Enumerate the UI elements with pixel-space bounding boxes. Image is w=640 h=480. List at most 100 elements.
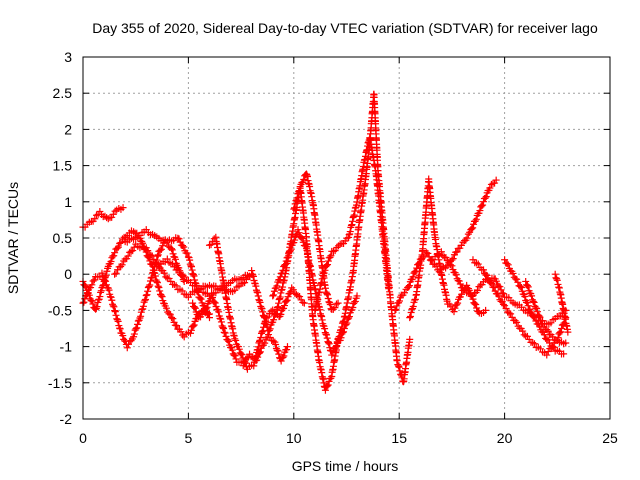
x-tick-label: 15: [391, 430, 407, 446]
data-point: [286, 247, 294, 255]
data-point: [111, 207, 119, 215]
data-point: [266, 325, 274, 333]
x-axis-label: GPS time / hours: [292, 458, 399, 474]
data-point: [154, 282, 162, 290]
data-point: [274, 347, 282, 355]
data-point: [502, 304, 510, 312]
data-point: [548, 342, 556, 350]
data-point: [492, 277, 500, 285]
data-point: [258, 305, 266, 313]
data-point: [157, 245, 165, 253]
data-point: [150, 255, 158, 263]
data-point: [446, 261, 454, 269]
data-point: [280, 352, 288, 360]
data-point: [291, 204, 299, 212]
data-point: [471, 300, 479, 308]
data-point: [553, 275, 561, 283]
data-point: [498, 289, 506, 297]
data-point: [188, 263, 195, 271]
data-point: [188, 266, 196, 274]
data-point: [165, 259, 173, 267]
data-point: [327, 374, 335, 382]
data-point: [340, 317, 348, 325]
data-point: [137, 312, 145, 320]
data-point: [293, 194, 301, 202]
data-point: [294, 292, 302, 300]
data-point: [175, 235, 183, 243]
data-point: [211, 299, 219, 307]
data-point: [543, 351, 551, 359]
data-point: [110, 252, 118, 260]
data-point: [516, 282, 524, 290]
y-tick-label: -1: [60, 339, 73, 355]
series-sat-o: [406, 175, 490, 322]
data-point: [449, 255, 457, 263]
data-point: [544, 348, 552, 356]
data-point: [487, 279, 495, 287]
data-point: [163, 255, 171, 263]
data-point: [272, 310, 280, 318]
data-point: [166, 310, 174, 318]
data-point: [349, 303, 357, 311]
data-point: [139, 239, 147, 247]
data-point: [187, 326, 195, 334]
data-point: [487, 180, 495, 188]
data-point: [124, 252, 132, 260]
data-point: [472, 301, 480, 309]
data-point: [97, 288, 105, 296]
data-point: [191, 304, 199, 312]
data-point: [271, 310, 279, 318]
data-point: [437, 248, 445, 256]
data-point: [282, 297, 290, 305]
data-point: [530, 340, 538, 348]
data-point: [513, 275, 521, 283]
data-point: [231, 352, 239, 360]
data-point: [139, 302, 147, 310]
data-point: [411, 296, 419, 304]
data-point: [259, 308, 267, 316]
data-point: [558, 324, 566, 332]
data-point: [190, 272, 198, 280]
data-point: [509, 269, 517, 277]
data-point: [113, 244, 121, 252]
data-point: [409, 303, 417, 311]
data-point: [333, 338, 341, 346]
data-point: [248, 267, 256, 275]
data-point: [242, 359, 250, 367]
data-point: [468, 225, 476, 233]
data-point: [529, 339, 537, 347]
data-point: [148, 273, 156, 281]
data-point: [202, 305, 210, 313]
data-point: [89, 277, 97, 285]
data-point: [463, 234, 471, 242]
data-point: [396, 367, 404, 375]
data-point: [527, 308, 535, 316]
data-point: [144, 247, 152, 255]
data-point: [183, 249, 191, 257]
series-sat-a: [79, 204, 127, 231]
data-point: [549, 333, 557, 341]
data-point: [406, 314, 414, 322]
series-sat-i: [248, 170, 342, 335]
data-point: [291, 236, 299, 244]
data-point: [395, 363, 403, 371]
data-point: [353, 292, 361, 300]
data-point: [332, 343, 340, 351]
data-point: [228, 346, 236, 354]
data-point: [169, 315, 177, 323]
data-point: [407, 309, 415, 317]
data-point: [351, 297, 359, 305]
data-point: [142, 295, 150, 303]
data-point: [472, 215, 480, 223]
data-point: [113, 316, 121, 324]
data-point: [523, 281, 531, 289]
data-point: [501, 256, 509, 264]
data-point: [323, 334, 331, 342]
data-point: [220, 325, 228, 333]
data-point: [321, 386, 329, 394]
data-point: [424, 249, 432, 257]
data-point: [196, 294, 204, 302]
data-points: [79, 90, 572, 394]
data-point: [479, 201, 487, 209]
data-point: [297, 234, 305, 242]
